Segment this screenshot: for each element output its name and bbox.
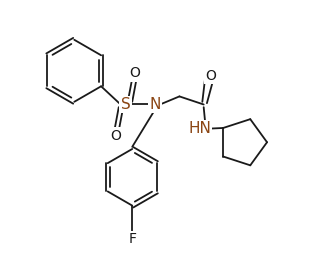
Text: O: O bbox=[110, 128, 121, 143]
Text: N: N bbox=[150, 97, 161, 112]
Text: O: O bbox=[130, 66, 140, 80]
Text: S: S bbox=[121, 97, 131, 112]
Text: O: O bbox=[205, 69, 216, 83]
Text: HN: HN bbox=[188, 121, 211, 136]
Text: F: F bbox=[128, 232, 136, 246]
